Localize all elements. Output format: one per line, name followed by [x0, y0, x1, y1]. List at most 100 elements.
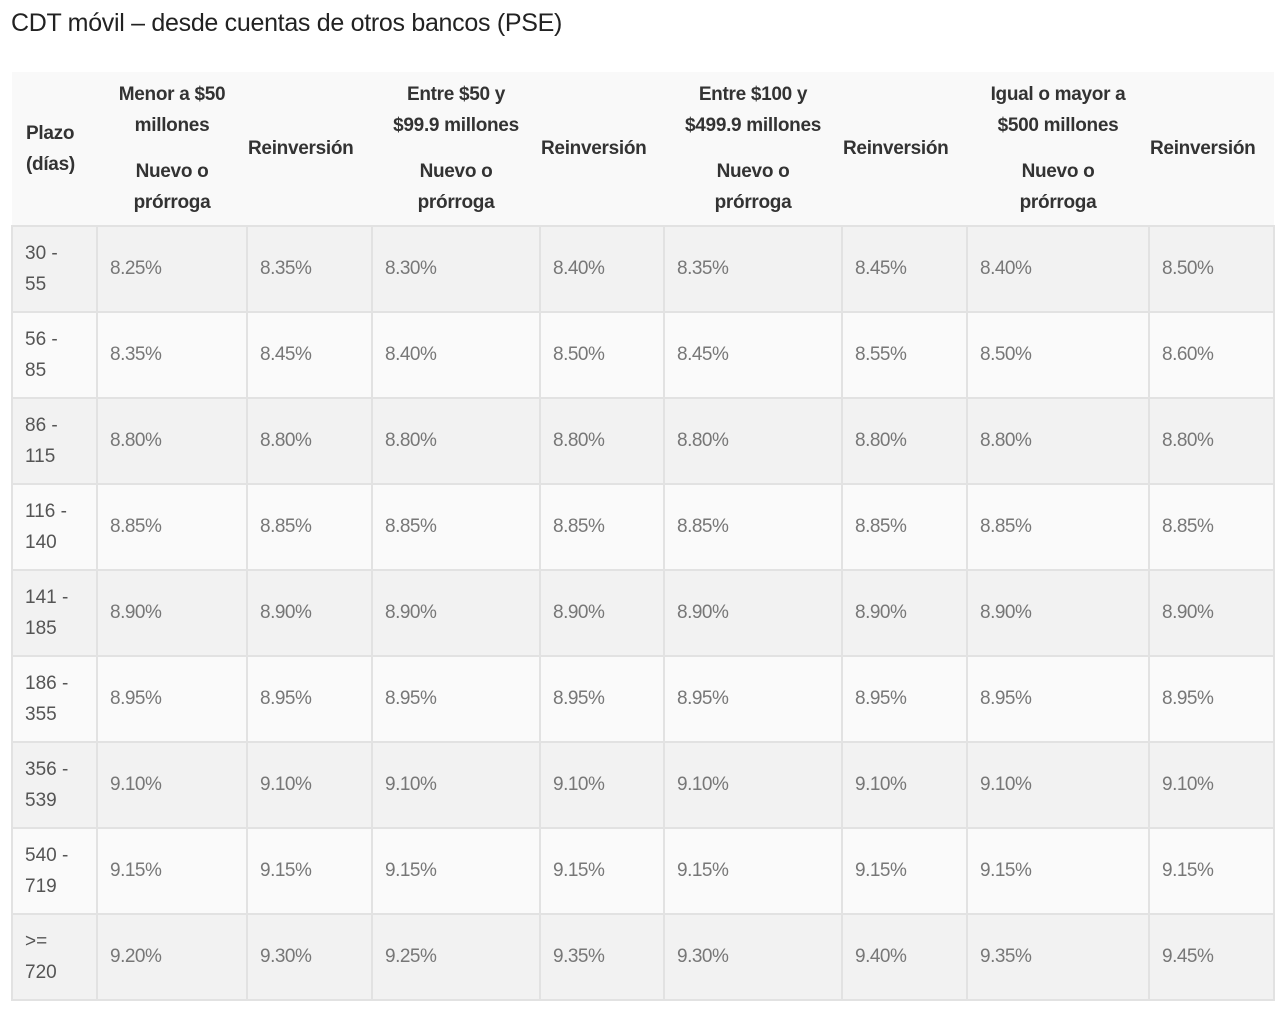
plazo-range-text: 85	[25, 360, 47, 381]
rate-cell-nuevo-prorroga: 8.80%	[966, 397, 1150, 485]
header-sub-line1: Nuevo o	[1021, 160, 1095, 182]
rate-cell-reinversion: 8.50%	[539, 311, 665, 399]
header-sub-line1: Nuevo o	[135, 160, 209, 182]
rate-cell-reinversion: 9.40%	[841, 913, 968, 1001]
rate-cell-nuevo-prorroga: 8.40%	[371, 311, 541, 399]
header-sub-line2: prórroga	[133, 191, 211, 213]
rate-cell-reinversion: 8.80%	[1148, 397, 1275, 485]
header-group-line1: Igual o mayor a	[990, 84, 1126, 105]
rate-cell-nuevo-prorroga: 9.15%	[96, 827, 248, 915]
rate-cell-nuevo-prorroga: 9.25%	[371, 913, 541, 1001]
table-row: 56 -85 8.35% 8.45% 8.40% 8.50% 8.45% 8.55% 8.50…	[11, 311, 1275, 399]
plazo-range-text: 185	[25, 618, 57, 639]
rate-cell-nuevo-prorroga: 9.35%	[966, 913, 1150, 1001]
header-nuevo-prorroga-50-99: Nuevo o prórroga	[372, 148, 540, 226]
rate-cell-nuevo-prorroga: 8.30%	[371, 225, 541, 313]
rate-cell-reinversion: 8.85%	[1148, 483, 1275, 571]
rate-cell-reinversion: 9.10%	[246, 741, 373, 829]
rate-cell-nuevo-prorroga: 8.80%	[96, 397, 248, 485]
plazo-range-text: 56 -	[25, 329, 58, 350]
header-group-lt50: Menor a $50 millones	[97, 72, 247, 148]
plazo-range-text: 540 -	[25, 845, 69, 866]
header-sub-line2: prórroga	[1019, 191, 1097, 213]
header-nuevo-prorroga-100-499: Nuevo o prórroga	[664, 148, 842, 226]
plazo-range-text: 115	[25, 446, 56, 467]
header-reinversion-50-99: Reinversión	[541, 138, 647, 159]
table-row: 540 -719 9.15% 9.15% 9.15% 9.15% 9.15% 9.15% 9.…	[11, 827, 1275, 915]
table-row: 186 -355 8.95% 8.95% 8.95% 8.95% 8.95% 8.95% 8.…	[11, 655, 1275, 743]
rate-cell-nuevo-prorroga: 9.10%	[96, 741, 248, 829]
rate-cell-nuevo-prorroga: 8.85%	[663, 483, 843, 571]
header-reinversion-100-499: Reinversión	[843, 138, 949, 159]
rate-cell-reinversion: 8.40%	[539, 225, 665, 313]
rate-cell-nuevo-prorroga: 9.15%	[966, 827, 1150, 915]
plazo-range-text: 116 -	[25, 501, 67, 522]
page-title: CDT móvil – desde cuentas de otros banco…	[11, 9, 562, 37]
plazo-range-text: 355	[25, 704, 57, 725]
rate-cell-nuevo-prorroga: 8.25%	[96, 225, 248, 313]
rate-cell-nuevo-prorroga: 8.95%	[371, 655, 541, 743]
rate-cell-reinversion: 8.95%	[1148, 655, 1275, 743]
rate-cell-reinversion: 9.45%	[1148, 913, 1275, 1001]
rate-cell-reinversion: 8.85%	[841, 483, 968, 571]
plazo-range-text: 86 -	[25, 415, 58, 436]
header-group-line1: Menor a $50	[118, 84, 226, 105]
header-group-line1: Entre $100 y	[698, 84, 808, 105]
plazo-range-text: 720	[25, 962, 57, 983]
table-row: >= 720 9.20% 9.30% 9.25% 9.35% 9.30% 9.40% 9.35%…	[11, 913, 1275, 1001]
rate-cell-nuevo-prorroga: 8.50%	[966, 311, 1150, 399]
plazo-cell: 56 - 85	[11, 311, 98, 399]
header-group-line2: $99.9 millones	[393, 115, 519, 136]
cdt-rates-table: Plazo (días) Menor a $50 millones Reinve…	[11, 72, 1275, 1001]
plazo-range-text: 140	[25, 532, 57, 553]
rate-cell-nuevo-prorroga: 9.15%	[663, 827, 843, 915]
header-nuevo-prorroga-gte500: Nuevo o prórroga	[967, 148, 1149, 226]
rate-cell-reinversion: 8.35%	[246, 225, 373, 313]
plazo-range-text: >=	[25, 931, 48, 952]
rate-cell-nuevo-prorroga: 9.10%	[663, 741, 843, 829]
rate-cell-reinversion: 8.90%	[539, 569, 665, 657]
rate-cell-nuevo-prorroga: 8.90%	[96, 569, 248, 657]
table-row: 116 -140 8.85% 8.85% 8.85% 8.85% 8.85% 8.85% 8.…	[11, 483, 1275, 571]
header-group-50-99: Entre $50 y $99.9 millones	[372, 72, 540, 148]
table-row: 30 -55 8.25% 8.35% 8.30% 8.40% 8.35% 8.45% 8.40…	[11, 225, 1275, 313]
table-row: 356 -539 9.10% 9.10% 9.10% 9.10% 9.10% 9.10% 9.…	[11, 741, 1275, 829]
plazo-cell: >= 720	[11, 913, 98, 1001]
plazo-range-text: 719	[25, 876, 57, 897]
rate-cell-nuevo-prorroga: 9.30%	[663, 913, 843, 1001]
rate-cell-reinversion: 8.60%	[1148, 311, 1275, 399]
rate-cell-nuevo-prorroga: 8.85%	[96, 483, 248, 571]
rate-cell-nuevo-prorroga: 8.95%	[663, 655, 843, 743]
rate-cell-nuevo-prorroga: 8.45%	[663, 311, 843, 399]
rate-cell-reinversion: 8.95%	[841, 655, 968, 743]
table-header: Plazo (días) Menor a $50 millones Reinve…	[12, 72, 1274, 226]
rate-cell-reinversion: 9.15%	[539, 827, 665, 915]
rate-cell-reinversion: 9.10%	[539, 741, 665, 829]
rate-cell-reinversion: 9.10%	[841, 741, 968, 829]
header-sub-line1: Nuevo o	[716, 160, 790, 182]
header-plazo-line1: Plazo	[26, 122, 75, 144]
rate-cell-reinversion: 8.55%	[841, 311, 968, 399]
header-group-line2: $500 millones	[997, 115, 1119, 136]
plazo-cell: 116 - 140	[11, 483, 98, 571]
plazo-range-text: 356 -	[25, 759, 69, 780]
header-sub-line2: prórroga	[417, 191, 495, 213]
rate-cell-reinversion: 9.10%	[1148, 741, 1275, 829]
plazo-cell: 30 - 55	[11, 225, 98, 313]
header-sub-line2: prórroga	[714, 191, 792, 213]
rate-cell-reinversion: 9.15%	[246, 827, 373, 915]
rate-cell-reinversion: 8.80%	[841, 397, 968, 485]
rate-cell-reinversion: 8.80%	[246, 397, 373, 485]
rate-cell-nuevo-prorroga: 9.20%	[96, 913, 248, 1001]
rate-cell-nuevo-prorroga: 8.90%	[966, 569, 1150, 657]
rate-cell-reinversion: 8.45%	[841, 225, 968, 313]
rate-cell-nuevo-prorroga: 9.15%	[371, 827, 541, 915]
table-row: 141 -185 8.90% 8.90% 8.90% 8.90% 8.90% 8.90% 8.…	[11, 569, 1275, 657]
header-plazo-line2: (días)	[26, 153, 75, 175]
plazo-range-text: 55	[25, 274, 47, 295]
header-group-line2: $499.9 millones	[685, 115, 821, 136]
plazo-cell: 356 - 539	[11, 741, 98, 829]
rate-cell-nuevo-prorroga: 8.90%	[371, 569, 541, 657]
rate-cell-reinversion: 9.30%	[246, 913, 373, 1001]
rate-cell-nuevo-prorroga: 8.80%	[371, 397, 541, 485]
